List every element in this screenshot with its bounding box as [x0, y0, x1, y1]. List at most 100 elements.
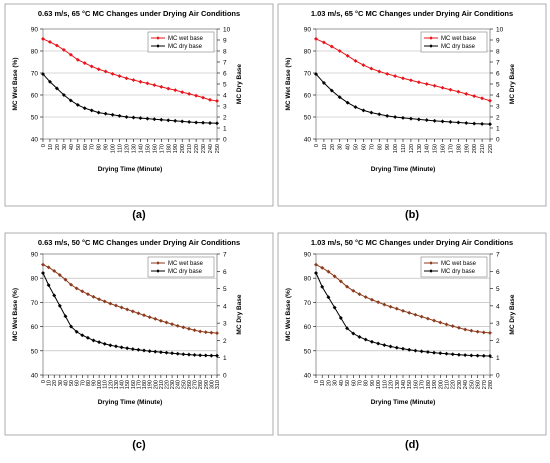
data-point: [145, 81, 150, 86]
data-point: [201, 95, 206, 100]
x-tick-label: 10: [322, 144, 328, 150]
data-point: [353, 105, 358, 110]
data-point: [345, 53, 350, 58]
x-tick-label: 0: [41, 144, 47, 147]
y-tick-label: 50: [31, 348, 39, 355]
x-tick-label: 220: [164, 380, 170, 389]
data-point: [353, 58, 358, 63]
data-point: [448, 87, 453, 92]
data-point: [416, 80, 421, 85]
data-point: [425, 349, 430, 355]
x-axis-label: Drying Time (Minute): [371, 399, 436, 406]
data-point: [159, 117, 164, 122]
x-tick-label: 250: [215, 144, 221, 153]
data-point: [91, 294, 96, 299]
x-tick-label: 240: [208, 144, 214, 153]
x-tick-label: 270: [193, 380, 199, 389]
data-point: [96, 67, 101, 72]
data-point: [119, 345, 124, 350]
y-tick-label: 40: [304, 137, 312, 144]
y-tick-label: 60: [304, 324, 312, 331]
data-point: [321, 40, 326, 45]
data-point: [487, 330, 493, 335]
panel-label: (c): [132, 439, 146, 451]
x-tick-label: 250: [469, 380, 475, 389]
data-point: [125, 346, 130, 351]
data-point: [326, 295, 331, 300]
x-tick-label: 170: [420, 380, 426, 389]
y2-tick-label: 4: [496, 303, 500, 310]
data-point: [147, 349, 152, 354]
series-wet-base: [313, 36, 493, 103]
x-tick-label: 220: [194, 144, 200, 153]
y2-tick-label: 10: [496, 27, 504, 34]
legend-entry: MC wet base: [168, 36, 204, 42]
y-axis-label: MC Wet Base (%): [285, 288, 292, 341]
data-point: [408, 78, 413, 83]
chart-title: 0.63 m/s, 50 °C MC Changes under Drying …: [38, 238, 240, 247]
data-point: [152, 117, 157, 122]
y2-tick-label: 1: [496, 126, 500, 133]
x-tick-label: 90: [92, 380, 98, 386]
data-point: [164, 350, 169, 355]
data-point: [110, 112, 115, 117]
data-point: [450, 352, 455, 357]
x-tick-label: 240: [463, 380, 469, 389]
data-point: [394, 306, 399, 311]
data-point: [363, 295, 368, 300]
data-point: [75, 102, 80, 107]
x-tick-label: 0: [314, 380, 320, 383]
data-point: [376, 300, 381, 305]
x-tick-label: 30: [333, 380, 339, 386]
x-tick-label: 210: [445, 380, 451, 389]
x-tick-label: 0: [314, 144, 320, 147]
x-tick-label: 260: [187, 380, 193, 389]
x-tick-label: 140: [425, 144, 431, 153]
data-point: [393, 74, 398, 79]
x-tick-label: 160: [152, 144, 158, 153]
y-tick-label: 70: [304, 300, 312, 307]
data-point: [424, 81, 429, 87]
x-axis-label: Drying Time (Minute): [371, 166, 436, 173]
x-tick-label: 170: [448, 144, 454, 153]
x-tick-label: 50: [354, 144, 360, 150]
data-point: [85, 292, 90, 297]
legend: MC wet base MC dry base: [147, 256, 215, 278]
x-tick-label: 30: [338, 144, 344, 150]
data-point: [450, 324, 455, 329]
data-point: [152, 83, 157, 88]
y2-tick-label: 6: [496, 269, 500, 276]
data-point: [46, 283, 51, 288]
data-point: [438, 351, 443, 356]
data-point: [130, 347, 135, 352]
data-point: [456, 120, 461, 125]
data-point: [369, 110, 374, 115]
x-tick-label: 140: [401, 380, 407, 389]
data-point: [102, 341, 107, 346]
x-tick-label: 90: [370, 380, 376, 386]
data-point: [119, 305, 124, 310]
data-point: [89, 108, 94, 113]
data-point: [313, 36, 319, 41]
x-tick-label: 150: [125, 380, 131, 389]
series-dry-base: [313, 72, 493, 127]
data-point: [175, 351, 180, 356]
x-tick-label: 90: [104, 144, 110, 150]
data-point: [52, 268, 57, 273]
y2-tick-label: 5: [223, 286, 227, 293]
data-point: [61, 92, 66, 98]
y-axis-label: MC Wet Base (%): [12, 288, 19, 341]
x-tick-label: 120: [409, 144, 415, 153]
y2-tick-label: 6: [223, 269, 227, 276]
legend: MC wet base MC dry base: [420, 31, 488, 53]
data-point: [440, 85, 445, 90]
data-point: [103, 111, 108, 116]
legend-swatch-marker: [156, 261, 160, 265]
data-point: [456, 352, 461, 357]
y-tick-label: 50: [31, 115, 39, 122]
data-point: [170, 351, 175, 356]
data-point: [408, 116, 413, 121]
data-point: [214, 98, 220, 103]
